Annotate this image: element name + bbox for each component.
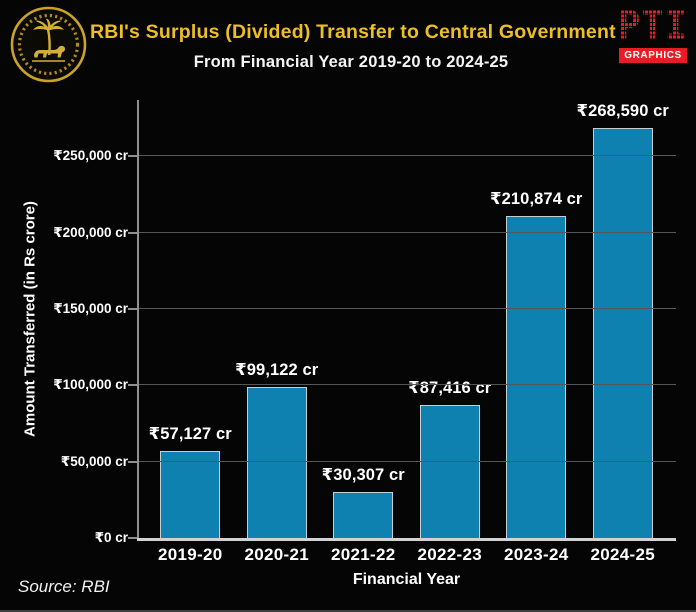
bar [160,450,221,538]
y-tick-label: ₹100,000 cr [53,377,128,393]
pti-wordmark: PTI [616,2,690,49]
y-tick-mark [128,460,137,463]
x-tick-label: 2020-21 [244,545,309,564]
y-tick-mark [128,384,137,387]
bar-value-label: ₹268,590 cr [576,102,669,121]
x-tick-label: 2022-23 [417,545,482,564]
gridline [139,308,676,310]
bar-value-label: ₹99,122 cr [235,360,319,379]
pti-logo: PTI GRAPHICS [616,2,690,63]
x-tick-label: 2019-20 [158,545,223,564]
bar-column: ₹30,307 cr [320,100,407,538]
bar-column: ₹210,874 cr [490,100,583,538]
bar-value-label: ₹30,307 cr [321,465,405,484]
y-tick-mark [128,537,137,539]
bar-value-label: ₹57,127 cr [148,424,232,443]
bar-column: ₹268,590 cr [576,100,669,538]
y-tick-label: ₹150,000 cr [53,301,128,317]
bar-column: ₹57,127 cr [147,100,234,538]
header: RBI's Surplus (Divided) Transfer to Cent… [0,0,696,94]
gridline [139,384,676,386]
x-tick-label: 2021-22 [331,545,396,564]
gridline [139,155,676,157]
plot-area: ₹57,127 cr ₹99,122 cr ₹30,307 cr ₹87,416 cr… [128,100,676,541]
y-axis-line [137,100,139,538]
x-tick-label: 2023-24 [504,545,569,564]
y-tick-mark [128,231,137,234]
bar-value-label: ₹210,874 cr [490,190,583,209]
chart-title: RBI's Surplus (Divided) Transfer to Cent… [90,21,616,43]
bar [506,216,567,538]
gridline [139,460,676,462]
y-tick-mark [128,155,137,158]
y-tick-mark [128,308,137,311]
bar-value-label: ₹87,416 cr [408,378,492,397]
x-axis-title: Financial Year [352,571,461,588]
x-axis-labels: 2019-20 2020-21 2021-22 2022-23 2023-24 2024-… [137,545,676,565]
rbi-logo-icon [10,6,87,83]
title-block: RBI's Surplus (Divided) Transfer to Cent… [90,0,616,72]
gridline [139,231,676,233]
y-axis-title: Amount Transferred (in Rs crore) [21,201,39,437]
bar-column: ₹87,416 cr [407,100,494,538]
y-tick-label: ₹50,000 cr [60,453,128,469]
bar [592,128,653,538]
bar-column: ₹99,122 cr [234,100,321,538]
pti-graphics-badge: GRAPHICS [619,48,687,63]
chart-subtitle: From Financial Year 2019-20 to 2024-25 [193,53,509,71]
bar [333,491,394,538]
x-tick-label: 2024-25 [590,545,655,564]
source-note: Source: RBI [18,577,110,596]
bar [419,404,480,538]
bars-container: ₹57,127 cr ₹99,122 cr ₹30,307 cr ₹87,416 cr… [137,100,676,538]
bar [246,386,307,538]
y-tick-label: ₹200,000 cr [53,224,128,240]
y-tick-label: ₹250,000 cr [53,148,128,164]
y-tick-label: ₹0 cr [94,530,128,545]
